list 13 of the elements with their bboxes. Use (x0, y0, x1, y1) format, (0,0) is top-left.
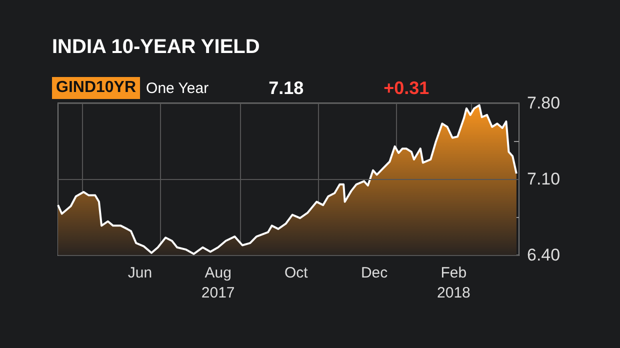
x-tick-label: Oct (284, 264, 309, 282)
text: 7.18 (268, 78, 304, 98)
x-tick-label: Jun (128, 264, 152, 282)
y-tick-label: 7.10 (527, 170, 560, 188)
text: One Year (146, 80, 209, 96)
text: GIND10YR (52, 77, 140, 99)
x-tick-label: Feb 2018 (437, 264, 470, 302)
x-tick-label: Dec (360, 264, 388, 282)
chart-title: INDIA 10-YEAR YIELD (52, 36, 260, 59)
text: +0.31 (384, 78, 430, 98)
y-tick-label: 7.80 (527, 94, 560, 112)
x-tick-label: Aug 2017 (201, 264, 235, 302)
y-tick-label: 6.40 (527, 246, 560, 264)
